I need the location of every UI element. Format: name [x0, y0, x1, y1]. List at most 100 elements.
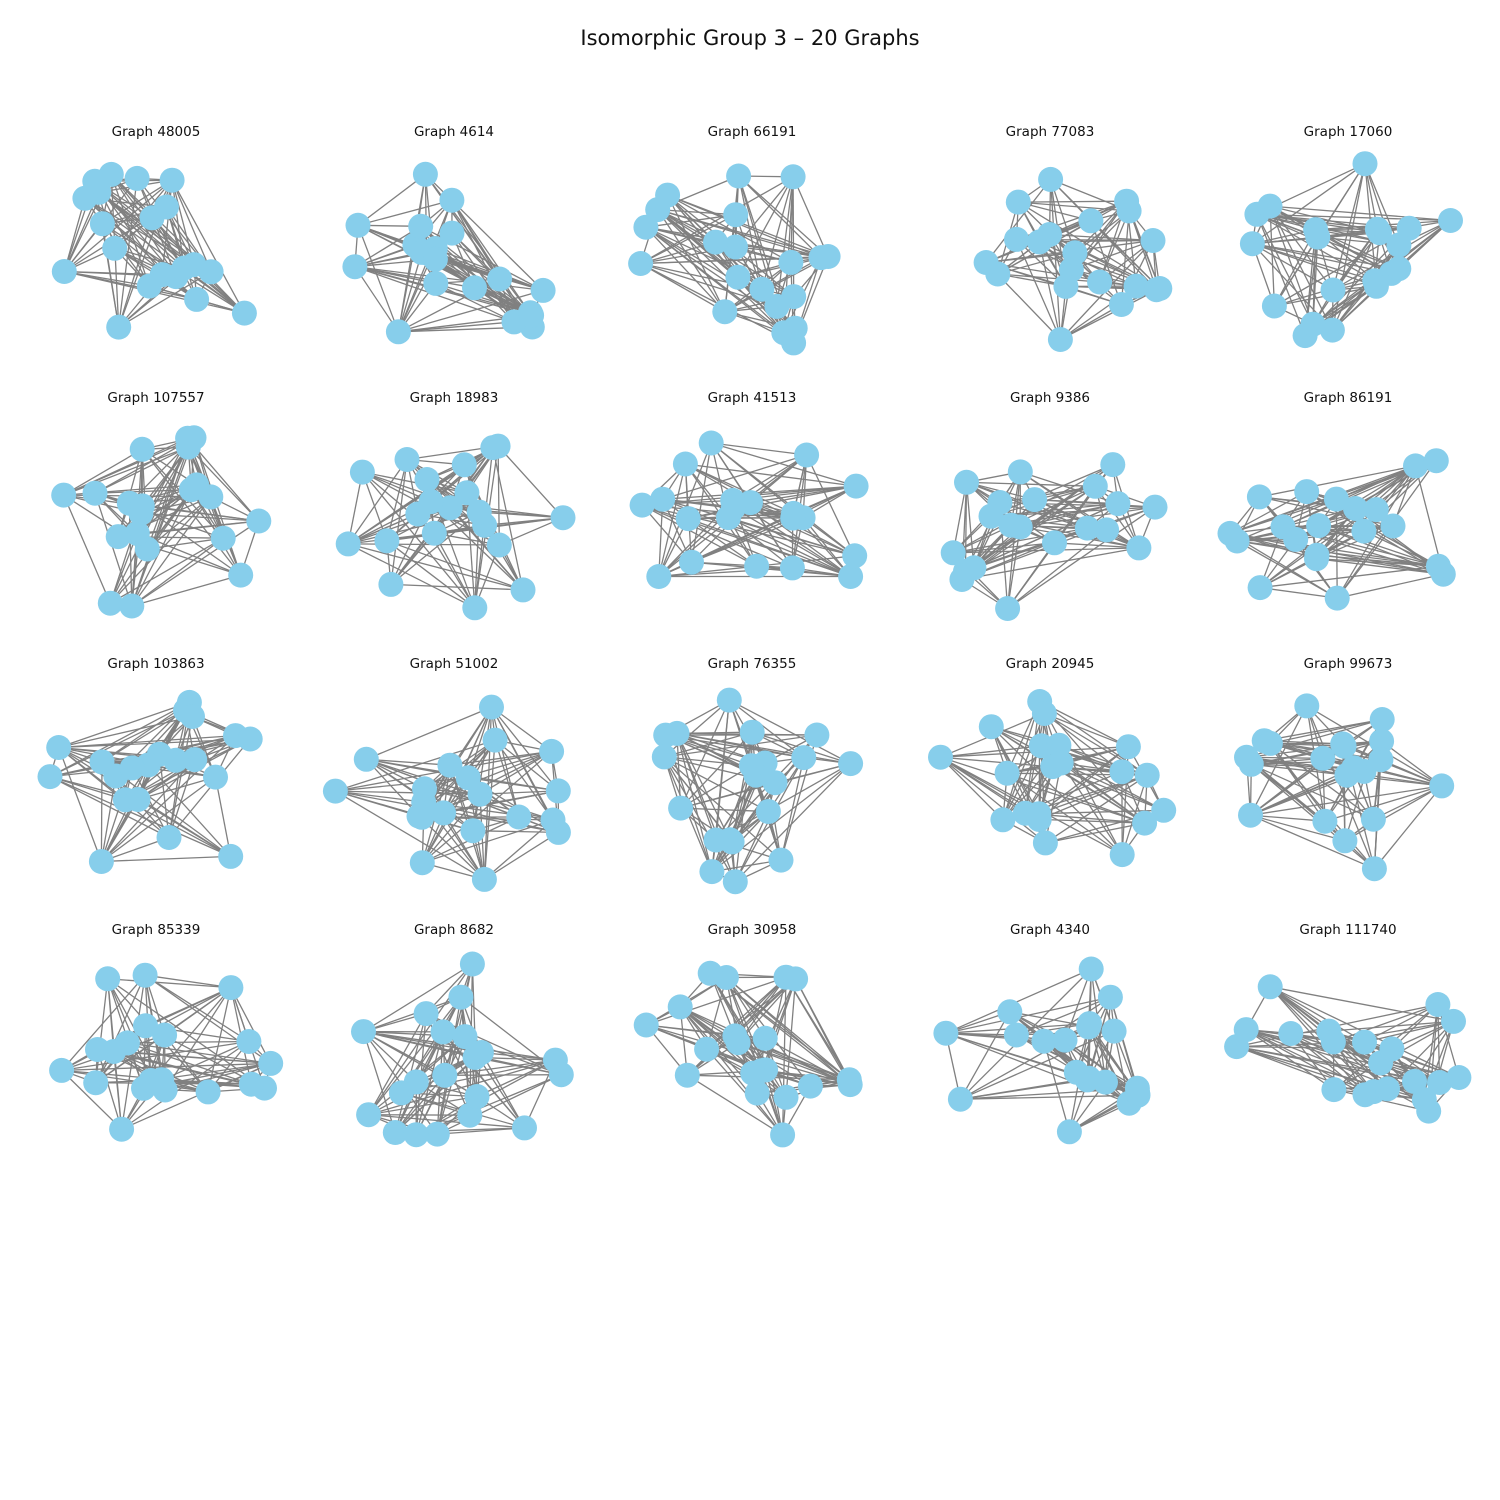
graph-node [1239, 231, 1265, 257]
graph-node [633, 214, 659, 240]
graph-edge [1002, 745, 1042, 821]
graph-edge [361, 471, 476, 609]
graph-edge [95, 974, 146, 1083]
graph-panel [651, 687, 864, 895]
graph-panel [928, 689, 1177, 868]
graph-panel-title: Graph 4340 [1009, 922, 1091, 938]
graph-edge [764, 1037, 851, 1086]
graph-node [716, 687, 742, 713]
graph-edge [483, 819, 554, 880]
graph-node [1363, 273, 1389, 299]
graph-node [228, 562, 254, 588]
graph-edge [961, 547, 1140, 581]
graph-edge [1236, 1045, 1415, 1083]
graph-node [1310, 745, 1336, 771]
graph-node [1402, 1068, 1427, 1094]
graph-panel-title: Graph 86191 [1303, 390, 1393, 406]
graph-node [1115, 734, 1141, 760]
graph-node [175, 425, 201, 451]
graph-node [1143, 277, 1169, 303]
graph-edge [421, 793, 481, 864]
graph-node [1429, 773, 1455, 799]
graph-edge [1318, 524, 1439, 567]
graph-node [451, 452, 477, 478]
graph-node [545, 778, 571, 804]
graph-node [421, 520, 447, 546]
graph-edge [366, 758, 520, 818]
graph-node [740, 1060, 766, 1086]
graph-edge [49, 776, 170, 839]
graph-node [237, 726, 263, 752]
graph-node [997, 999, 1023, 1025]
graph-edge [711, 442, 807, 456]
graph-edge [1018, 201, 1130, 212]
graph-node [755, 799, 781, 824]
graph-node [1151, 797, 1177, 823]
graph-edge [335, 790, 424, 803]
graph-edge [366, 706, 492, 760]
graph-edge [1328, 1020, 1454, 1032]
graph-edge [665, 734, 804, 759]
graph-node [49, 1057, 75, 1083]
graph-node [1053, 273, 1079, 299]
graph-node [679, 549, 704, 575]
graph-node [1076, 1014, 1102, 1040]
graph-node [1109, 759, 1135, 785]
graph-edge [480, 1052, 526, 1129]
graph-node [672, 451, 698, 477]
graph-edge [999, 485, 1096, 504]
graph-node [356, 1102, 382, 1128]
graph-node [454, 480, 480, 506]
graph-node [184, 286, 210, 312]
graph-edge [711, 442, 857, 487]
graph-edge [368, 1095, 478, 1116]
graph-node [797, 1073, 823, 1099]
graph-node [628, 251, 654, 276]
graph-node [1403, 453, 1428, 479]
graph-edge [734, 811, 769, 882]
graph-node [1100, 452, 1126, 478]
graph-node [1109, 842, 1135, 868]
graph-node [512, 1115, 537, 1141]
graph-edge [187, 446, 260, 522]
graph-edge [444, 963, 474, 1076]
graph-edge [965, 482, 975, 568]
graph-node [804, 722, 830, 748]
graph-node [762, 770, 788, 796]
graph-edge [118, 217, 153, 328]
graph-edge [368, 1114, 470, 1116]
graph-node [106, 314, 132, 340]
graph-node [156, 825, 182, 850]
graph-edge [641, 504, 692, 563]
graph-edge [444, 1074, 562, 1076]
graph-edge [1331, 228, 1378, 331]
graph-node [768, 847, 794, 873]
graph-node [782, 315, 808, 341]
graph-edge [785, 976, 851, 1085]
graph-edge [1335, 499, 1338, 599]
graph-edge [997, 273, 1100, 283]
graph-panel [629, 430, 869, 589]
graph-edge [435, 282, 515, 323]
graph-node [1312, 808, 1338, 834]
graph-node [378, 571, 404, 597]
graph-edge [764, 1038, 784, 1136]
graph-edge [752, 978, 797, 1074]
graph-node [954, 469, 979, 495]
graph-edge [368, 1114, 525, 1129]
graph-edge [145, 974, 231, 989]
graph-edge [451, 199, 533, 316]
graph-node [129, 493, 155, 519]
graph-edge [483, 740, 496, 880]
graph-node [1238, 802, 1263, 828]
graph-node [1438, 208, 1463, 233]
graph-edge [664, 731, 753, 758]
graph-panel [51, 161, 257, 340]
graph-edge [109, 446, 189, 604]
graph-node [345, 212, 371, 238]
graph-edge [687, 517, 851, 578]
graph-edge [1043, 1041, 1071, 1132]
graph-edge [335, 790, 420, 817]
graph-edge [750, 502, 851, 578]
graph-node [479, 694, 504, 720]
